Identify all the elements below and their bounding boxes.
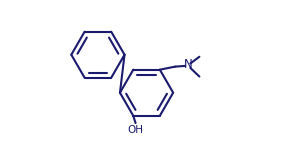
Text: N: N bbox=[183, 58, 192, 71]
Text: OH: OH bbox=[128, 125, 143, 135]
